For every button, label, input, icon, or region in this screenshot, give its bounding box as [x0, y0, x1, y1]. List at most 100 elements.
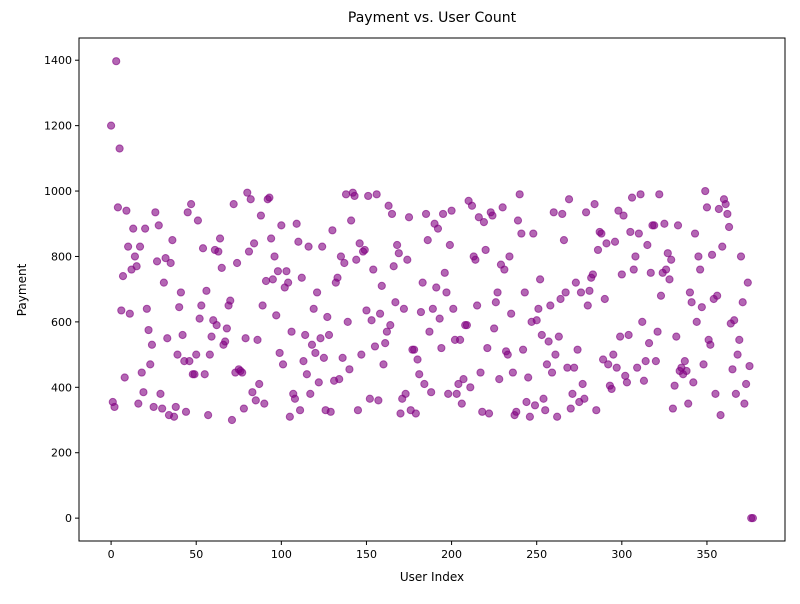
- point: [129, 224, 138, 233]
- point: [428, 304, 437, 313]
- point: [484, 409, 494, 418]
- point: [260, 399, 269, 408]
- point: [372, 190, 381, 199]
- point: [532, 316, 541, 325]
- point: [438, 209, 448, 219]
- point: [508, 368, 517, 377]
- point: [568, 389, 577, 398]
- point: [544, 337, 553, 346]
- point: [304, 242, 313, 251]
- point: [357, 350, 366, 359]
- point: [631, 252, 640, 261]
- point: [403, 255, 412, 264]
- point: [570, 363, 579, 372]
- point: [229, 200, 238, 209]
- x-tick-label: 300: [611, 548, 632, 561]
- point: [350, 191, 359, 201]
- x-tick-label: 200: [441, 548, 462, 561]
- point: [227, 415, 237, 425]
- point: [447, 206, 456, 215]
- y-tick-label: 200: [51, 447, 72, 460]
- point: [217, 263, 226, 273]
- point: [253, 335, 262, 344]
- point: [743, 278, 752, 287]
- point: [423, 236, 432, 245]
- point: [529, 229, 538, 238]
- point: [644, 339, 654, 348]
- point: [207, 332, 216, 341]
- point: [553, 412, 562, 421]
- point: [520, 288, 529, 297]
- point: [454, 379, 463, 389]
- x-tick-label: 150: [356, 548, 377, 561]
- point: [202, 286, 211, 295]
- point: [243, 188, 252, 197]
- point: [166, 258, 175, 268]
- point: [278, 360, 288, 369]
- point: [738, 298, 747, 307]
- x-tick-label: 250: [526, 548, 547, 561]
- point: [382, 327, 391, 336]
- point: [551, 350, 560, 359]
- point: [273, 267, 283, 276]
- point: [168, 236, 177, 245]
- point: [190, 370, 199, 379]
- point: [307, 340, 317, 349]
- point: [730, 316, 739, 325]
- point: [176, 288, 185, 297]
- point: [374, 396, 383, 405]
- point: [702, 203, 712, 212]
- point: [680, 357, 689, 366]
- point: [728, 365, 737, 374]
- point: [696, 265, 705, 274]
- point: [132, 262, 141, 271]
- point: [338, 353, 347, 362]
- point: [154, 221, 163, 230]
- point: [347, 216, 356, 225]
- point: [163, 334, 172, 343]
- point: [294, 237, 303, 246]
- point: [156, 389, 165, 398]
- point: [706, 340, 715, 349]
- point: [427, 388, 436, 397]
- point: [735, 335, 744, 344]
- point: [718, 242, 727, 251]
- point: [360, 245, 369, 255]
- point: [471, 255, 480, 264]
- point: [653, 327, 662, 336]
- point: [353, 406, 363, 415]
- point: [158, 404, 167, 413]
- point: [137, 368, 146, 377]
- point: [634, 229, 643, 238]
- chart-title: Payment vs. User Count: [348, 10, 517, 26]
- point: [515, 190, 524, 199]
- point: [171, 402, 180, 412]
- point: [113, 203, 123, 212]
- point: [377, 281, 386, 291]
- point: [500, 265, 509, 274]
- point: [466, 383, 475, 392]
- point: [277, 221, 286, 230]
- point: [736, 252, 746, 261]
- point: [282, 267, 291, 276]
- point: [667, 255, 676, 264]
- point: [564, 195, 574, 204]
- point: [268, 275, 277, 284]
- point: [576, 288, 586, 297]
- point: [639, 376, 649, 385]
- point: [663, 249, 672, 258]
- point: [379, 360, 388, 369]
- point: [285, 412, 294, 421]
- point: [375, 309, 385, 318]
- point: [187, 200, 196, 209]
- point: [517, 229, 526, 238]
- point: [478, 407, 487, 416]
- point: [284, 278, 293, 287]
- point: [192, 350, 201, 359]
- point: [244, 247, 254, 256]
- point: [581, 208, 591, 217]
- point: [425, 327, 434, 336]
- point: [118, 271, 128, 281]
- point: [246, 195, 255, 204]
- point: [435, 314, 444, 323]
